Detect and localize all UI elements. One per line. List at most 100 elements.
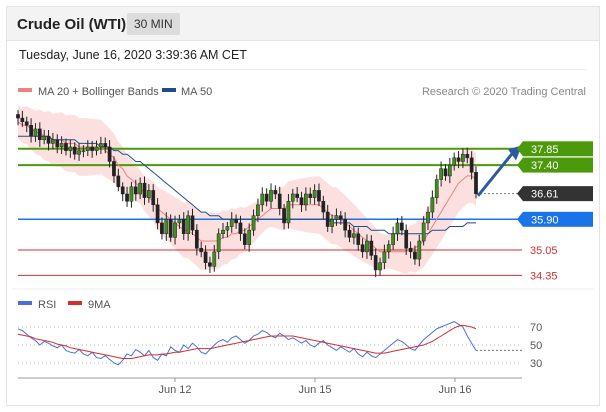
legend-label-9ma: 9MA bbox=[88, 299, 111, 311]
level-label-34.35: 34.35 bbox=[530, 270, 558, 282]
candle bbox=[208, 256, 212, 273]
candle bbox=[90, 140, 95, 158]
candle bbox=[103, 137, 108, 154]
candle bbox=[247, 223, 252, 252]
candle bbox=[378, 257, 382, 276]
candle bbox=[434, 174, 439, 204]
candle bbox=[352, 226, 356, 245]
candle bbox=[77, 143, 81, 161]
candle bbox=[469, 151, 474, 180]
candle bbox=[33, 123, 38, 142]
candle bbox=[238, 215, 243, 241]
candle bbox=[456, 150, 461, 169]
candle bbox=[186, 210, 190, 241]
candle bbox=[404, 224, 409, 256]
rsi-9ma-line bbox=[17, 324, 477, 359]
candle bbox=[256, 198, 260, 223]
candle bbox=[20, 110, 25, 127]
legend-swatch-ma50 bbox=[162, 88, 176, 92]
candle bbox=[55, 134, 60, 154]
candle bbox=[365, 234, 369, 259]
candle bbox=[51, 132, 55, 150]
candle bbox=[277, 186, 282, 216]
candle bbox=[295, 187, 300, 203]
level-tag-36.61 bbox=[523, 186, 593, 202]
candle bbox=[216, 228, 221, 260]
divider bbox=[19, 69, 587, 70]
candle bbox=[173, 215, 177, 245]
candle bbox=[382, 244, 387, 270]
forecast-arrow bbox=[476, 150, 516, 197]
level-label-35.90: 35.90 bbox=[531, 214, 559, 226]
candle bbox=[443, 164, 448, 181]
chart-header: Crude Oil (WTI) 30 MIN bbox=[7, 7, 599, 41]
timeframe-badge[interactable]: 30 MIN bbox=[127, 13, 180, 35]
candle bbox=[395, 217, 400, 241]
candle bbox=[16, 110, 20, 126]
level-tag-37.85 bbox=[523, 141, 593, 157]
candle bbox=[37, 122, 42, 147]
candle bbox=[264, 188, 269, 207]
level-tag-pointer bbox=[517, 211, 523, 227]
candle bbox=[308, 187, 313, 204]
rsi-tick-30: 30 bbox=[530, 358, 542, 370]
legend-swatch-9ma bbox=[68, 301, 82, 305]
candle bbox=[304, 187, 308, 211]
level-tag-35.90 bbox=[523, 211, 593, 227]
candle bbox=[421, 216, 426, 246]
candle bbox=[452, 152, 457, 171]
candle bbox=[229, 212, 234, 233]
candle bbox=[147, 184, 151, 203]
candle bbox=[269, 183, 273, 209]
candle bbox=[24, 116, 29, 133]
candle bbox=[399, 215, 404, 236]
level-tag-pointer bbox=[517, 186, 523, 202]
candle bbox=[299, 191, 304, 212]
candle bbox=[85, 140, 90, 157]
level-tag-37.40 bbox=[523, 157, 593, 173]
candle bbox=[373, 248, 378, 278]
candle bbox=[64, 138, 68, 156]
candle bbox=[447, 157, 452, 184]
candle bbox=[59, 136, 64, 154]
candle bbox=[408, 241, 413, 259]
candle bbox=[273, 185, 278, 200]
candle bbox=[343, 212, 347, 238]
candle bbox=[321, 195, 326, 220]
rsi-line bbox=[17, 321, 477, 366]
x-tick-label: Jun 15 bbox=[298, 384, 331, 396]
candle bbox=[474, 166, 478, 199]
x-tick-label: Jun 12 bbox=[158, 384, 191, 396]
candle bbox=[221, 222, 225, 239]
candle bbox=[151, 184, 156, 212]
candle bbox=[194, 224, 199, 256]
candle bbox=[225, 221, 230, 238]
candle bbox=[125, 186, 129, 207]
candle bbox=[439, 161, 443, 187]
x-tick-label: Jun 16 bbox=[438, 384, 471, 396]
bollinger-band bbox=[18, 105, 476, 274]
candle bbox=[168, 214, 173, 242]
candle bbox=[112, 156, 116, 184]
candle bbox=[260, 187, 265, 212]
research-credit: Research © 2020 Trading Central bbox=[422, 86, 586, 98]
candle bbox=[391, 226, 395, 250]
level-label-37.40: 37.40 bbox=[531, 160, 559, 172]
timestamp: Tuesday, June 16, 2020 3:39:36 AM CET bbox=[19, 48, 247, 62]
candle bbox=[199, 241, 204, 258]
ma20-line bbox=[17, 121, 477, 253]
candle bbox=[177, 214, 182, 229]
candle bbox=[190, 208, 195, 235]
legend-label-ma50: MA 50 bbox=[181, 86, 212, 98]
candle bbox=[129, 181, 134, 208]
candle bbox=[417, 234, 422, 267]
candle bbox=[68, 139, 73, 158]
candle bbox=[72, 142, 77, 160]
chart-card: Crude Oil (WTI) 30 MIN Tuesday, June 16,… bbox=[6, 6, 600, 406]
candle bbox=[312, 184, 317, 205]
candle bbox=[181, 212, 186, 240]
candle bbox=[46, 130, 51, 151]
candle bbox=[107, 140, 112, 168]
candle bbox=[133, 179, 138, 201]
candle bbox=[42, 129, 47, 145]
